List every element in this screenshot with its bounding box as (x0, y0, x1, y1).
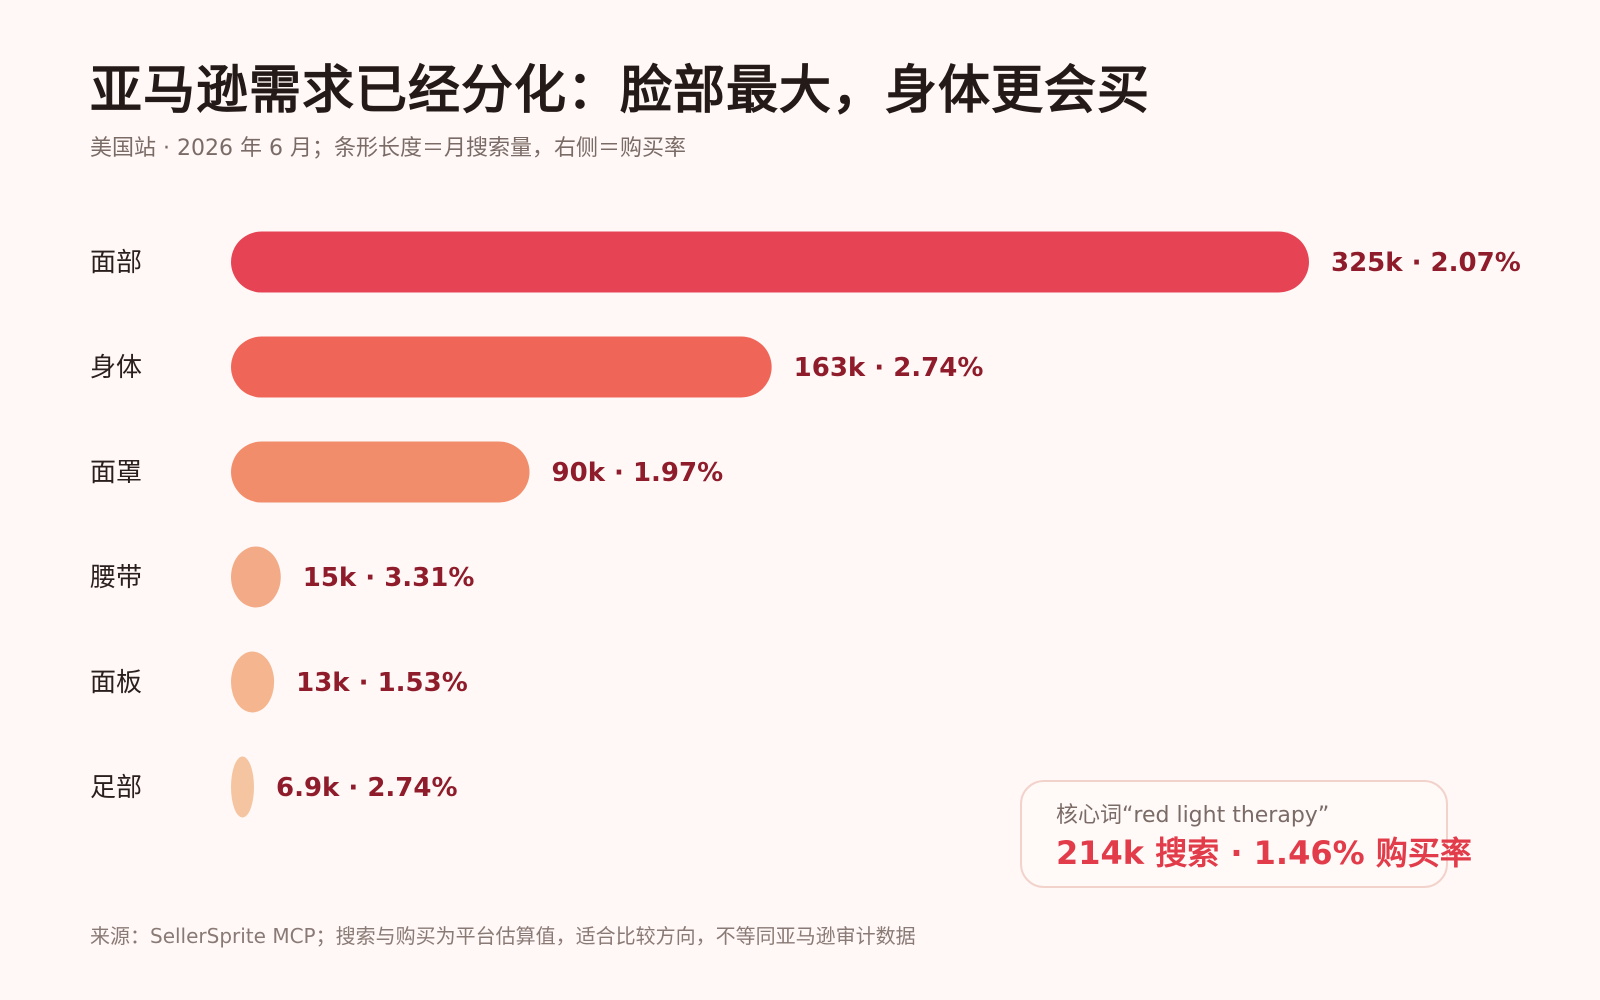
source-note: 来源：SellerSprite MCP；搜索与购买为平台估算值，适合比较方向，不… (90, 924, 916, 948)
chart-subtitle: 美国站 · 2026 年 6 月；条形长度＝月搜索量，右侧＝购买率 (90, 136, 686, 161)
callout-label: 核心词“red light therapy” (1056, 803, 1330, 828)
category-label: 面板 (90, 668, 142, 698)
category-label: 身体 (90, 353, 142, 383)
bar (231, 651, 275, 713)
category-label: 面罩 (90, 458, 142, 488)
value-label: 163k · 2.74% (794, 353, 984, 383)
bar (231, 756, 254, 818)
category-label: 足部 (90, 773, 142, 803)
chart-title: 亚马逊需求已经分化：脸部最大，身体更会买 (90, 61, 1151, 121)
keyword-callout: 核心词“red light therapy” 214k 搜索 · 1.46% 购… (1020, 780, 1472, 888)
value-label: 6.9k · 2.74% (276, 773, 458, 803)
bar (231, 546, 281, 608)
bar (231, 441, 530, 503)
value-label: 325k · 2.07% (1331, 248, 1521, 278)
bar (231, 231, 1309, 293)
value-label: 15k · 3.31% (303, 563, 475, 593)
value-label: 90k · 1.97% (552, 458, 724, 488)
category-label: 腰带 (90, 563, 142, 593)
callout-value: 214k 搜索 · 1.46% 购买率 (1056, 834, 1472, 872)
value-label: 13k · 1.53% (296, 668, 468, 698)
bar (231, 336, 772, 398)
category-label: 面部 (90, 248, 142, 278)
